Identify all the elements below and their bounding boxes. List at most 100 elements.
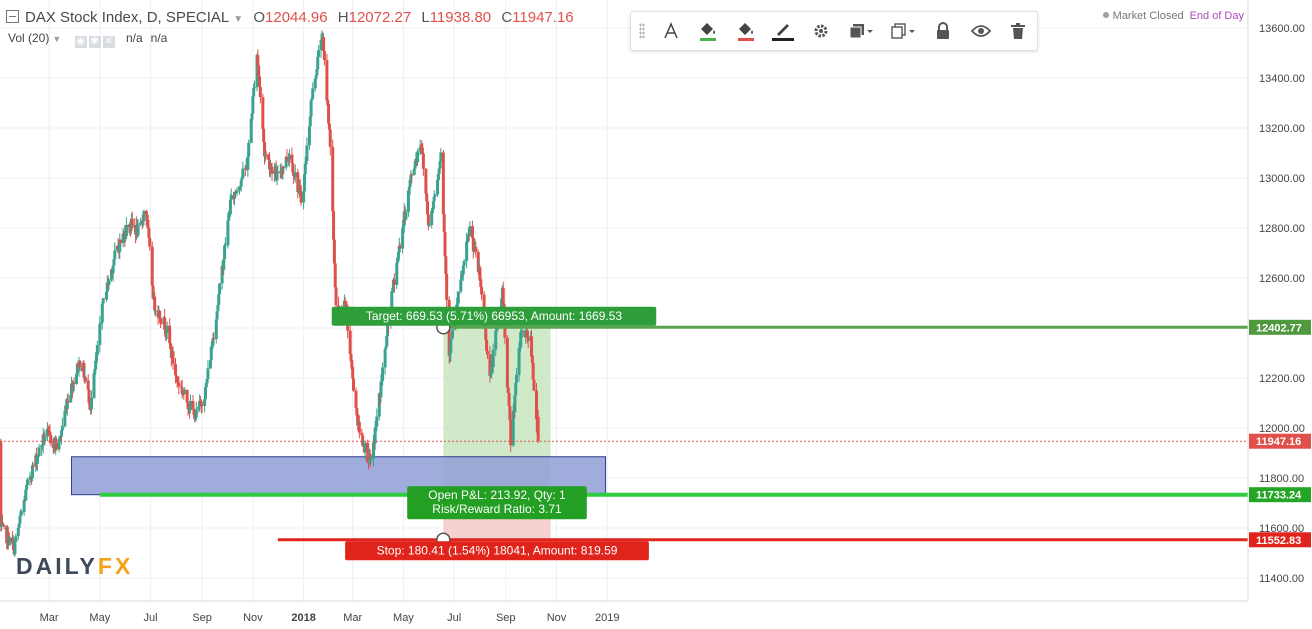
- candle-down: [421, 151, 425, 154]
- candle-down: [525, 330, 529, 339]
- candle-down: [484, 325, 488, 341]
- time-axis[interactable]: Mar May Jul Sep Nov 2018 Mar May Jul Sep Nov 2019: [0, 600, 1312, 629]
- candle-up: [401, 225, 405, 229]
- y-tick-label: 13600.00: [1259, 23, 1305, 35]
- candle-up: [307, 126, 311, 146]
- open-label: O: [253, 9, 266, 26]
- x-tick-label: Nov: [547, 612, 567, 624]
- candle-up: [517, 348, 521, 376]
- candle-up: [438, 161, 442, 169]
- chevron-down-icon[interactable]: ▼: [233, 14, 244, 25]
- candle-down: [47, 430, 51, 432]
- trash-icon[interactable]: [999, 12, 1037, 50]
- candle-down: [331, 146, 335, 212]
- candle-up: [268, 166, 272, 170]
- symbol-title[interactable]: DAX Stock Index, D, SPECIAL: [25, 9, 230, 26]
- candle-down: [148, 237, 152, 247]
- candle-up: [14, 536, 18, 542]
- candle-down: [78, 360, 82, 368]
- candle-up: [284, 156, 288, 168]
- candle-down: [476, 252, 480, 272]
- candle-down: [470, 226, 474, 238]
- candle-down: [296, 172, 300, 193]
- candle-down: [2, 524, 6, 527]
- candle-down: [298, 186, 302, 192]
- gear-icon[interactable]: ✱: [88, 36, 101, 48]
- volume-label[interactable]: Vol (20): [8, 31, 50, 45]
- candle-down: [349, 353, 353, 362]
- candle-up: [183, 389, 187, 394]
- clone-icon[interactable]: [882, 12, 924, 50]
- candle-up: [384, 346, 388, 350]
- candle-up: [436, 179, 440, 195]
- candle-down: [147, 228, 151, 238]
- candle-up: [418, 147, 422, 152]
- candle-up: [431, 208, 435, 211]
- fill-icon[interactable]: [690, 12, 728, 50]
- candle-up: [472, 249, 476, 252]
- candle-down: [328, 129, 332, 147]
- candle-up: [40, 445, 44, 447]
- candle-up: [203, 399, 207, 406]
- candle-down: [285, 156, 289, 161]
- candle-down: [287, 158, 291, 160]
- candle-down: [261, 97, 265, 129]
- eye-icon[interactable]: [962, 12, 1000, 50]
- grip-icon[interactable]: [631, 12, 652, 50]
- candle-up: [386, 324, 390, 337]
- bg-fill-icon[interactable]: [727, 12, 765, 50]
- candle-up: [313, 78, 317, 89]
- target-label-bg: [331, 306, 657, 326]
- candle-down: [55, 443, 59, 450]
- eye-icon[interactable]: ◉: [74, 36, 87, 48]
- candle-down: [325, 60, 329, 101]
- candle-up: [255, 55, 259, 88]
- line-color-icon[interactable]: [765, 12, 803, 50]
- candles: [0, 30, 540, 557]
- candle-down: [398, 245, 402, 249]
- candle-down: [506, 387, 510, 393]
- layers-icon[interactable]: [840, 12, 882, 50]
- candle-down: [351, 366, 355, 379]
- candle-down: [474, 247, 478, 253]
- candle-up: [456, 291, 460, 304]
- candle-down: [82, 363, 86, 378]
- text-icon[interactable]: [652, 12, 690, 50]
- candle-up: [315, 69, 319, 76]
- x-tick-label: Jul: [447, 612, 461, 624]
- candle-up: [416, 151, 420, 163]
- price-axis[interactable]: 11400.00 11600.00 11800.00 12000.00 12200.00…: [1247, 0, 1312, 629]
- candle-down: [10, 537, 14, 543]
- collapse-icon[interactable]: [6, 10, 19, 23]
- candle-up: [302, 191, 306, 203]
- candle-down: [282, 166, 286, 168]
- close-value: 11947.16: [512, 9, 574, 26]
- lock-icon[interactable]: [924, 12, 962, 50]
- price-tag-bg: [1249, 487, 1311, 503]
- candle-up: [308, 116, 312, 127]
- candle-up: [412, 168, 416, 175]
- close-icon[interactable]: ✕: [102, 36, 115, 48]
- candle-up: [113, 250, 117, 260]
- candle-down: [501, 287, 505, 304]
- candle-up: [450, 338, 454, 340]
- candle-up: [218, 283, 222, 295]
- candle-up: [209, 346, 213, 361]
- target-label-text: Target: 669.53 (5.71%) 66953, Amount: 16…: [366, 309, 623, 323]
- candle-up: [249, 118, 253, 143]
- candle-up: [439, 152, 443, 162]
- chevron-down-icon[interactable]: ▼: [52, 34, 62, 44]
- candle-down: [86, 380, 90, 390]
- candle-up: [263, 154, 267, 157]
- candle-up: [220, 266, 224, 284]
- candle-up: [519, 331, 523, 348]
- gear-icon[interactable]: [802, 12, 840, 50]
- candle-up: [379, 381, 383, 398]
- candle-up: [401, 228, 405, 249]
- candle-up: [381, 367, 385, 381]
- candle-up: [22, 500, 26, 512]
- pnl-label-bg: [407, 486, 587, 520]
- candle-down: [421, 153, 425, 169]
- candle-up: [124, 236, 128, 240]
